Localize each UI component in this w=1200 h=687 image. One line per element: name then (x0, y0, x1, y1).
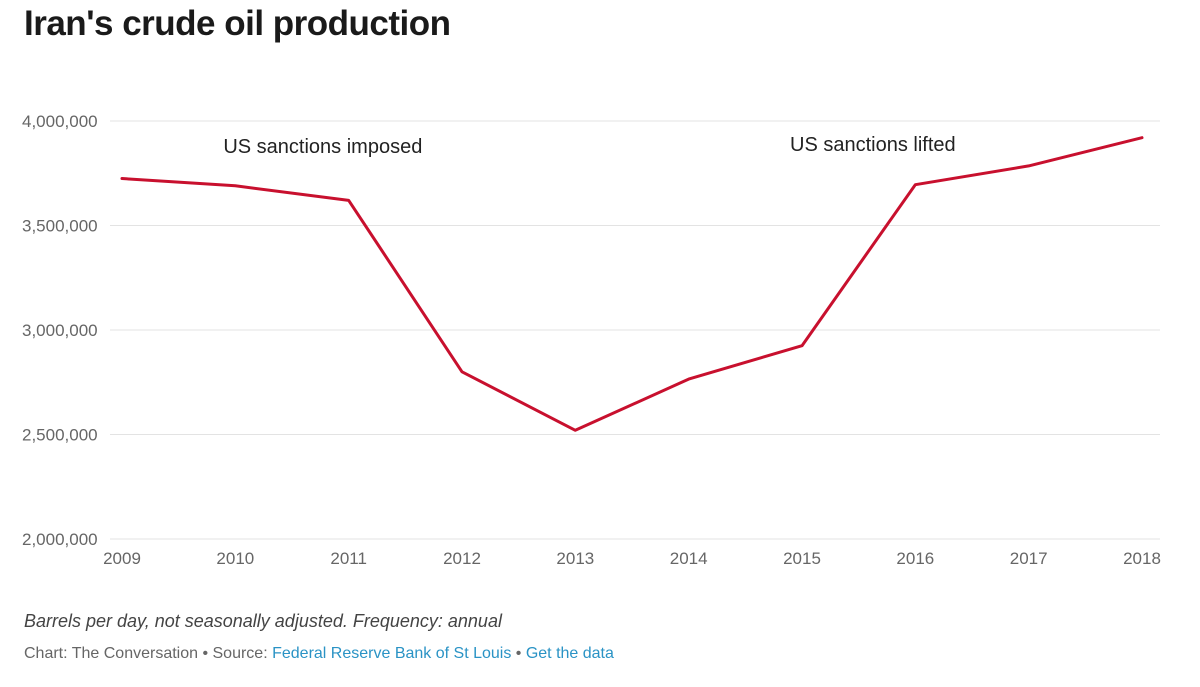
source-link[interactable]: Federal Reserve Bank of St Louis (272, 645, 512, 662)
chart-annotation: US sanctions lifted (790, 134, 956, 156)
x-tick-label: 2016 (896, 549, 934, 568)
y-tick-label: 4,000,000 (22, 112, 98, 131)
x-tick-label: 2010 (216, 549, 254, 568)
x-tick-label: 2012 (443, 549, 481, 568)
chart-credits: Chart: The Conversation • Source: Federa… (24, 645, 614, 663)
x-tick-label: 2015 (783, 549, 821, 568)
series-line (120, 136, 1144, 432)
get-data-link[interactable]: Get the data (525, 645, 614, 662)
x-tick-label: 2011 (330, 549, 367, 568)
x-axis-tick-labels: 2009 2010 2011 2012 2013 2014 2015 2016 2017 2018 (103, 549, 1161, 568)
y-tick-label: 3,500,000 (22, 217, 98, 236)
y-tick-label: 2,000,000 (22, 530, 98, 549)
y-tick-label: 2,500,000 (22, 426, 98, 445)
x-tick-label: 2018 (1123, 549, 1161, 568)
y-axis-tick-labels: 4,000,000 3,500,000 3,000,000 2,500,000 2,00… (22, 112, 98, 549)
gridlines (110, 120, 1160, 540)
chart-annotation: US sanctions imposed (223, 136, 422, 158)
line-chart: 4,000,000 3,500,000 3,000,000 2,500,000 2,00… (22, 112, 1161, 568)
chart-notes: Barrels per day, not seasonally adjusted… (24, 611, 502, 631)
x-tick-label: 2009 (103, 549, 141, 568)
x-tick-label: 2013 (556, 549, 594, 568)
x-tick-label: 2014 (670, 549, 708, 568)
series-lines (120, 136, 1144, 432)
y-tick-label: 3,000,000 (22, 321, 98, 340)
chart-title: Iran's crude oil production (24, 4, 451, 43)
annotations: US sanctions imposed US sanctions lifted (223, 134, 955, 158)
credits-prefix: Chart: The Conversation • Source: (24, 645, 273, 662)
credits-separator: • (511, 645, 526, 662)
x-tick-label: 2017 (1010, 549, 1048, 568)
